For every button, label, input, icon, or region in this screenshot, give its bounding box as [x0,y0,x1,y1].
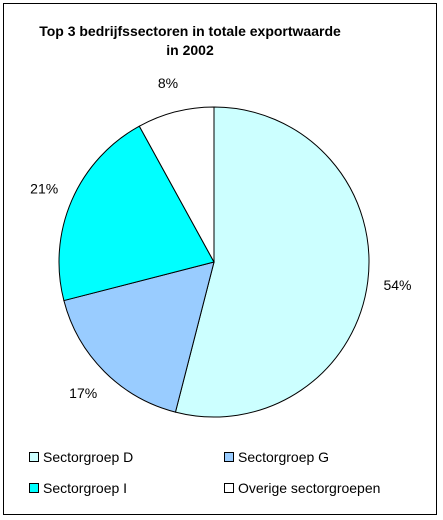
pie-label-sectorgroep-i: 21% [30,181,58,197]
pie-slice-sectorgroep-g [63,261,215,413]
legend-label-sectorgroep-g: Sectorgroep G [238,449,330,465]
pie-label-sectorgroep-d: 54% [383,277,411,293]
legend-label-overige-sectorgroepen: Overige sectorgroepen [238,480,381,496]
legend-swatch-sectorgroep-i [29,483,39,493]
chart-title-line-2: in 2002 [166,42,214,58]
pie-slice-sectorgroep-d [174,106,370,418]
legend-swatch-sectorgroep-g [224,452,234,462]
chart-title-line-1: Top 3 bedrijfssectoren in totale exportw… [39,23,341,39]
legend-item-sectorgroep-i: Sectorgroep I [29,480,127,496]
legend-swatch-sectorgroep-d [29,452,39,462]
legend-swatch-overige-sectorgroepen [224,483,234,493]
legend-item-sectorgroep-g: Sectorgroep G [224,449,329,465]
pie-slice-sectorgroep-i [58,125,215,302]
legend-label-sectorgroep-i: Sectorgroep I [43,480,128,496]
pie-label-overige-sectorgroepen: 8% [158,75,178,91]
pie-label-sectorgroep-g: 17% [69,385,97,401]
legend-item-sectorgroep-d: Sectorgroep D [29,449,133,465]
pie-slice-overige-sectorgroepen [138,106,215,263]
legend-item-overige-sectorgroepen: Overige sectorgroepen [224,480,380,496]
legend-label-sectorgroep-d: Sectorgroep D [43,449,134,465]
chart-title: Top 3 bedrijfssectoren in totale exportw… [0,22,380,60]
